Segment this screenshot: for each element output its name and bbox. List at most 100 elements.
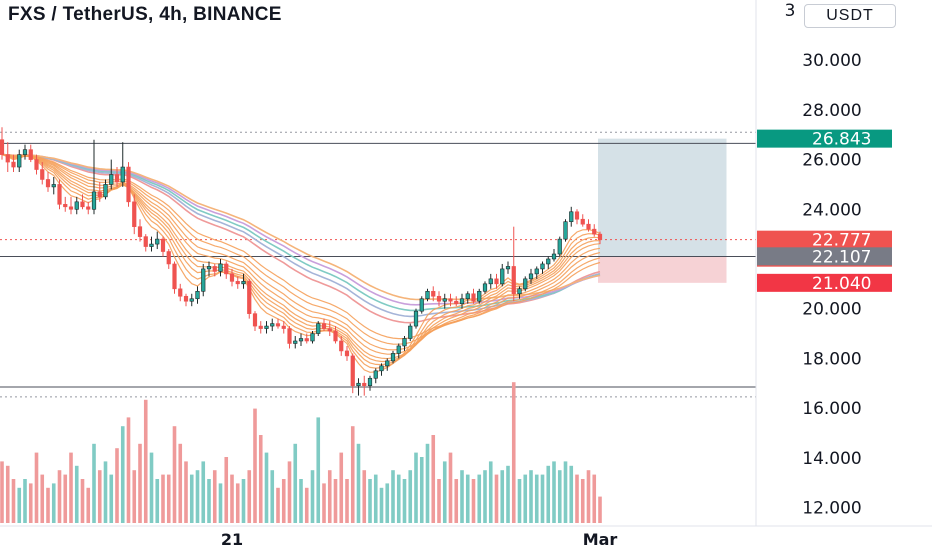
- volume-bar-102: [586, 470, 591, 523]
- candle-body-8: [45, 179, 51, 188]
- volume-bar-14: [80, 479, 85, 523]
- candle-body-42: [241, 281, 246, 285]
- volume-bar-59: [339, 452, 344, 523]
- volume-bar-13: [74, 465, 79, 523]
- volume-bar-56: [322, 483, 326, 523]
- candle-body-68: [390, 353, 396, 362]
- ema-long-45: [1, 153, 601, 318]
- volume-bar-97: [557, 470, 562, 523]
- candle-body-56: [321, 323, 327, 329]
- candle-body-14: [80, 201, 85, 208]
- volume-bar-84: [483, 470, 487, 523]
- candle-body-53: [304, 338, 309, 342]
- candle-body-75: [431, 290, 436, 297]
- target-tag-bg: [757, 129, 892, 148]
- volume-bar-71: [408, 470, 413, 523]
- candle-body-28: [160, 238, 166, 252]
- volume-bar-91: [523, 474, 528, 523]
- candle-body-1: [5, 154, 10, 163]
- volume-bar-17: [97, 470, 102, 523]
- candle-body-34: [195, 290, 200, 300]
- candle-body-50: [287, 328, 292, 344]
- price-axis[interactable]: 12.00014.00016.00018.00020.00022.00024.0…: [755, 0, 862, 526]
- volume-bar-10: [57, 470, 62, 523]
- candle-body-95: [546, 258, 551, 265]
- price-tick-2: 16.000: [802, 399, 861, 419]
- candle-body-43: [247, 281, 252, 314]
- candle-body-36: [206, 266, 212, 270]
- price-tick-6: 24.000: [802, 200, 861, 220]
- candle-body-86: [494, 278, 499, 285]
- candle-body-41: [235, 281, 240, 285]
- volume-bar-68: [391, 470, 395, 523]
- volume-bar-29: [166, 474, 171, 523]
- volume-bar-2: [11, 479, 16, 523]
- candle-body-58: [333, 330, 338, 342]
- candle-body-71: [408, 325, 413, 339]
- price-tick-1: 14.000: [802, 449, 861, 469]
- candle-body-63: [362, 382, 367, 387]
- volume-bar-8: [46, 487, 50, 523]
- time-label-0: 21: [221, 530, 243, 549]
- candle-body-94: [540, 263, 545, 270]
- candle-body-7: [40, 169, 45, 180]
- volume-bar-23: [132, 470, 137, 523]
- volume-bar-53: [304, 487, 309, 523]
- volume-bar-26: [149, 452, 154, 523]
- volume-bar-103: [592, 474, 597, 523]
- candle-body-60: [344, 350, 350, 357]
- volume-bar-50: [287, 461, 292, 523]
- time-axis[interactable]: 21 Mar: [0, 525, 932, 549]
- price-tick-9: 30.000: [802, 51, 861, 71]
- candle-body-59: [339, 340, 344, 352]
- candle-body-30: [172, 263, 177, 290]
- candle-body-37: [212, 266, 217, 272]
- candle-body-26: [149, 243, 154, 247]
- candle-body-24: [137, 226, 143, 237]
- volume-bar-7: [40, 474, 45, 523]
- candle-body-10: [57, 184, 62, 205]
- candle-body-67: [385, 360, 390, 367]
- ema-short-14: [1, 154, 601, 360]
- candle-body-4: [22, 149, 28, 155]
- volume-bar-24: [138, 443, 142, 523]
- candle-body-38: [218, 263, 223, 272]
- volume-bar-98: [563, 461, 568, 523]
- volume-bar-86: [494, 474, 499, 523]
- volume-bar-75: [431, 435, 436, 523]
- candle-body-20: [114, 174, 120, 183]
- volume-bar-25: [143, 399, 148, 523]
- volume-bar-100: [575, 474, 579, 523]
- candle-body-77: [442, 298, 447, 302]
- price-tick-8: 28.000: [802, 101, 861, 121]
- currency-button[interactable]: USDT: [804, 4, 896, 28]
- candle-body-44: [252, 313, 258, 327]
- volume-bar-30: [172, 426, 177, 523]
- volume-bar-37: [212, 470, 217, 523]
- price-tick-4: 20.000: [802, 300, 861, 320]
- entry-tag-value: 22.107: [812, 247, 871, 267]
- volume-bar-57: [327, 470, 332, 523]
- volume-bar-77: [442, 461, 447, 523]
- candle-body-101: [580, 218, 585, 225]
- candle-body-57: [327, 328, 332, 332]
- volume-bar-16: [92, 443, 96, 523]
- candle-body-98: [563, 221, 568, 240]
- volume-bar-101: [580, 479, 585, 523]
- volume-bar-94: [540, 474, 545, 523]
- candle-body-76: [436, 295, 442, 302]
- candle-body-88: [505, 266, 511, 270]
- volume-bar-41: [235, 483, 240, 523]
- candle-body-92: [528, 273, 534, 280]
- volume-bar-96: [552, 461, 556, 523]
- candle-body-5: [28, 149, 33, 160]
- time-label-1: Mar: [583, 530, 618, 549]
- candle-body-103: [592, 228, 597, 235]
- entry-tag-bg: [757, 247, 892, 266]
- candle-body-66: [379, 365, 384, 372]
- position-zones: [598, 138, 727, 283]
- candle-body-13: [74, 201, 79, 210]
- candle-body-39: [224, 263, 229, 275]
